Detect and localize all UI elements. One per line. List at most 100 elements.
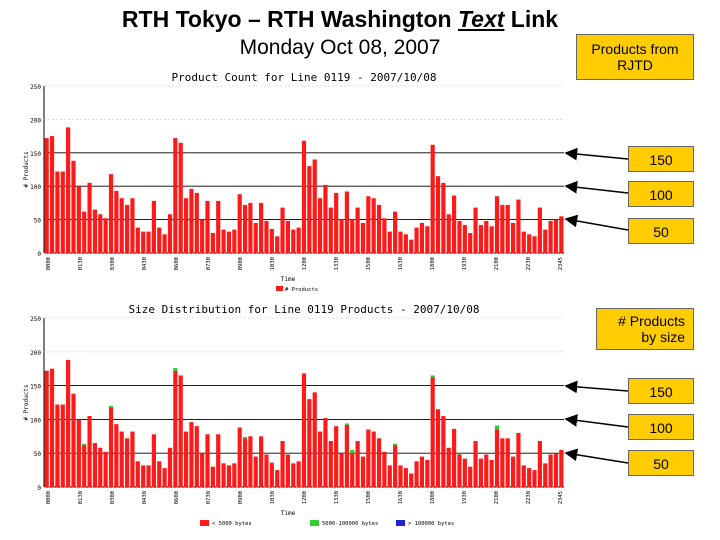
bar — [537, 207, 542, 253]
y-tick-label: 100 — [30, 417, 41, 424]
bar — [296, 461, 301, 487]
bar — [194, 192, 199, 253]
bar — [114, 190, 119, 253]
bar — [462, 458, 467, 487]
bar — [516, 432, 521, 487]
x-tick-label: 0900 — [238, 491, 244, 504]
bar — [194, 426, 199, 487]
bar — [494, 429, 500, 487]
bar — [527, 468, 532, 487]
bar — [146, 465, 151, 487]
x-tick-label: 0600 — [174, 491, 180, 504]
bar — [232, 463, 237, 487]
y-tick-label: 200 — [30, 117, 41, 124]
bar — [76, 186, 81, 253]
bar — [135, 227, 140, 253]
bar — [559, 216, 564, 253]
bar — [285, 454, 291, 487]
x-tick-label: 0130 — [78, 491, 84, 504]
bar — [157, 461, 162, 487]
bar — [221, 229, 226, 253]
bar — [371, 431, 376, 487]
bar — [350, 453, 355, 487]
bar — [205, 434, 210, 487]
bar — [232, 229, 237, 253]
bar — [500, 438, 505, 487]
bar — [543, 463, 548, 487]
y-tick-label: 0 — [37, 251, 41, 258]
bar — [125, 204, 130, 253]
bar — [98, 214, 103, 253]
bar — [259, 436, 264, 487]
bar — [157, 227, 162, 253]
bar — [141, 231, 146, 253]
bar — [360, 456, 366, 487]
bar — [344, 424, 349, 487]
bar — [200, 453, 205, 487]
bar — [183, 198, 189, 253]
bar — [130, 198, 135, 253]
x-tick-label: 2230 — [526, 491, 532, 504]
bar — [393, 443, 398, 446]
bar — [264, 454, 269, 487]
bar — [548, 454, 553, 487]
x-tick-label: 1630 — [398, 491, 404, 504]
bar — [382, 451, 387, 487]
bar — [387, 465, 392, 487]
bar — [339, 219, 344, 253]
bar — [291, 463, 296, 487]
bar — [162, 468, 167, 487]
bar — [457, 454, 462, 487]
bar — [366, 429, 371, 487]
bar — [60, 171, 65, 253]
bar — [82, 211, 87, 253]
bar — [98, 447, 103, 487]
bar — [216, 200, 221, 253]
x-tick-label: 1630 — [398, 257, 404, 270]
bar — [457, 453, 462, 455]
bar — [146, 231, 151, 253]
bar — [125, 438, 130, 487]
bar — [167, 447, 173, 487]
bar — [151, 200, 156, 253]
bar — [92, 209, 98, 253]
bar — [532, 470, 537, 487]
bar — [307, 166, 312, 253]
x-tick-label: 1030 — [270, 257, 276, 270]
bar — [66, 359, 71, 487]
bar — [414, 461, 419, 487]
bar — [60, 404, 65, 487]
chart-title: Size Distribution for Line 0119 Products… — [129, 303, 480, 316]
y-tick-label: 0 — [37, 485, 41, 492]
x-tick-label: 1330 — [334, 257, 340, 270]
bar — [141, 465, 146, 487]
y-tick-label: 100 — [30, 184, 41, 191]
bar — [334, 426, 339, 487]
x-tick-label: 0730 — [206, 257, 212, 270]
bar — [296, 227, 301, 253]
arrow-top-50 — [564, 214, 629, 231]
bar — [108, 405, 114, 408]
x-tick-label: 0430 — [142, 491, 148, 504]
bar — [242, 436, 248, 439]
bar — [323, 418, 328, 487]
bar — [510, 222, 516, 253]
bar — [242, 438, 248, 487]
y-axis-label: # Products — [23, 384, 30, 421]
callout-bottom-50: 50 — [628, 450, 694, 476]
bar — [210, 466, 215, 487]
bar — [183, 431, 189, 487]
bar — [435, 409, 441, 487]
x-tick-label: 2100 — [494, 491, 500, 504]
bar — [119, 198, 124, 253]
arrow-top-150 — [564, 147, 629, 161]
bar — [291, 229, 296, 253]
bar — [387, 231, 392, 253]
x-tick-label: 0000 — [46, 257, 52, 270]
bar — [167, 214, 173, 253]
bar — [49, 136, 55, 253]
y-tick-label: 250 — [30, 84, 41, 91]
bar — [376, 204, 382, 253]
bar — [527, 234, 532, 253]
